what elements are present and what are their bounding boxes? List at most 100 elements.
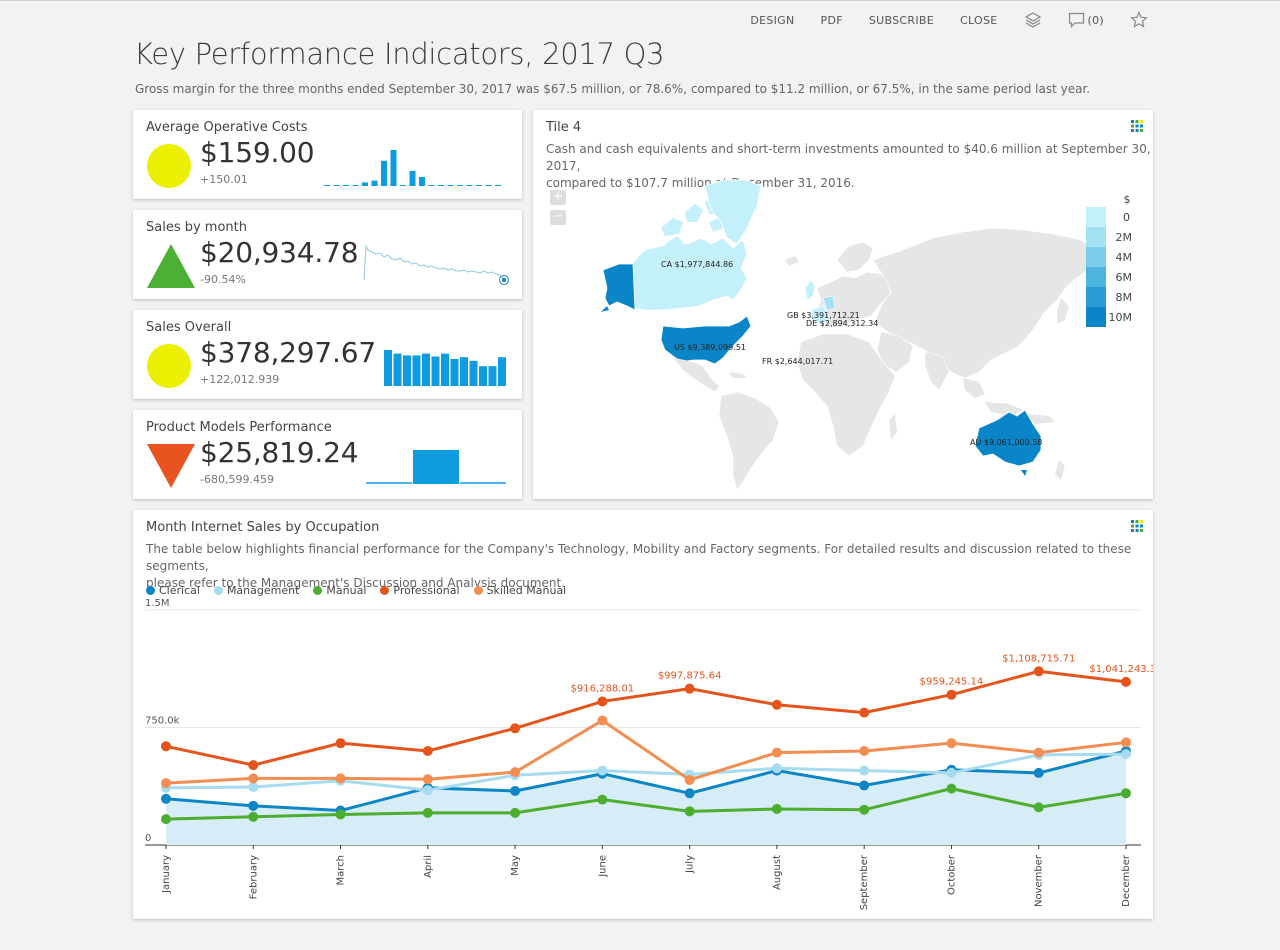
kpi-title: Average Operative Costs — [146, 120, 308, 135]
data-point[interactable] — [597, 765, 608, 776]
data-point[interactable] — [422, 774, 433, 785]
data-point[interactable] — [248, 782, 259, 793]
y-tick-label: 1.5M — [145, 598, 170, 609]
yellow-circle-icon — [147, 344, 191, 388]
map-label-ca: CA $1,977,844.86 — [661, 260, 733, 269]
data-point[interactable] — [335, 773, 346, 784]
legend-item[interactable]: Management — [213, 584, 299, 597]
data-point[interactable] — [597, 696, 608, 707]
data-point[interactable] — [335, 738, 346, 749]
description-line: The table below highlights financial per… — [146, 542, 1132, 573]
kpi-card-sales-overall[interactable]: Sales Overall $378,297.67 +122,012.939 — [133, 310, 522, 399]
data-point[interactable] — [771, 747, 782, 758]
data-point[interactable] — [1121, 676, 1131, 687]
data-point[interactable] — [248, 811, 259, 822]
data-point[interactable] — [422, 746, 433, 756]
layers-icon[interactable] — [1024, 11, 1042, 29]
kpi-card-product-models-performance[interactable]: Product Models Performance $25,819.24 -6… — [133, 410, 522, 499]
x-tick-label: February — [248, 855, 259, 899]
data-point[interactable] — [946, 689, 957, 700]
yellow-circle-icon — [147, 144, 191, 188]
data-point[interactable] — [161, 741, 171, 752]
data-point[interactable] — [946, 767, 957, 778]
data-point[interactable] — [1121, 737, 1131, 748]
data-point[interactable] — [859, 746, 870, 756]
data-point[interactable] — [684, 806, 695, 817]
data-point[interactable] — [597, 715, 608, 726]
data-point[interactable] — [946, 783, 957, 794]
data-point[interactable] — [161, 814, 171, 825]
legend-item[interactable]: Skilled Manual — [473, 584, 566, 597]
data-point[interactable] — [1121, 749, 1131, 760]
data-point[interactable] — [684, 683, 695, 694]
favorite-star-icon[interactable] — [1130, 11, 1148, 29]
data-point[interactable] — [684, 788, 695, 799]
data-point[interactable] — [161, 793, 171, 804]
kpi-value: $20,934.78 — [200, 236, 359, 269]
data-point[interactable] — [1121, 788, 1131, 799]
data-point[interactable] — [859, 707, 870, 718]
page-subtitle: Gross margin for the three months ended … — [135, 82, 1091, 96]
data-label: $916,288.01 — [571, 683, 635, 694]
x-tick-label: March — [336, 855, 347, 885]
design-button[interactable]: DESIGN — [750, 13, 795, 27]
data-point[interactable] — [248, 773, 259, 784]
data-point[interactable] — [946, 738, 957, 749]
data-point[interactable] — [859, 765, 870, 776]
subscribe-button[interactable]: SUBSCRIBE — [868, 13, 934, 27]
data-point[interactable] — [161, 778, 171, 789]
spark-bar — [384, 350, 392, 386]
map-country-australia — [974, 409, 1042, 467]
grid-menu-icon[interactable] — [1131, 120, 1143, 132]
kpi-delta: -680,599.459 — [200, 473, 274, 486]
series-line-professional — [165, 669, 1127, 767]
x-tick-label: May — [510, 855, 521, 876]
comments-button[interactable]: (0) — [1068, 12, 1104, 28]
legend-item[interactable]: Clerical — [146, 584, 200, 597]
data-point[interactable] — [510, 807, 521, 818]
spark-bar — [488, 366, 497, 386]
tile-description: Cash and cash equivalents and short-term… — [546, 141, 1153, 192]
data-point[interactable] — [335, 809, 346, 820]
legend-item[interactable]: Professional — [380, 584, 460, 597]
data-point[interactable] — [422, 807, 433, 818]
map-tile: Tile 4 Cash and cash equivalents and sho… — [533, 110, 1153, 499]
zoom-out-button[interactable]: − — [550, 210, 566, 225]
map-label-us: US $9,389,099.51 — [674, 343, 746, 352]
data-point[interactable] — [1033, 666, 1044, 677]
data-point[interactable] — [1033, 747, 1044, 758]
zoom-in-button[interactable]: + — [550, 190, 566, 205]
spark-bar — [466, 185, 473, 186]
kpi-card-sales-by-month[interactable]: Sales by month $20,934.78 -90.54% — [133, 210, 522, 299]
grid-menu-icon[interactable] — [1131, 520, 1143, 532]
data-point[interactable] — [510, 767, 521, 778]
x-tick-label: July — [685, 855, 696, 874]
data-point[interactable] — [1033, 802, 1044, 813]
series-line-manual — [165, 787, 1127, 821]
spark-bar — [457, 185, 463, 186]
data-point[interactable] — [248, 800, 259, 811]
data-point[interactable] — [248, 760, 259, 771]
kpi-title: Product Models Performance — [146, 420, 332, 435]
data-point[interactable] — [859, 804, 870, 815]
legend-item[interactable]: Manual — [313, 584, 366, 597]
sparkline-bar-chart — [324, 150, 501, 186]
data-point[interactable] — [684, 774, 695, 785]
spark-bar — [324, 185, 330, 186]
kpi-card-average-operative-costs[interactable]: Average Operative Costs $159.00 +150.01 — [133, 110, 522, 199]
legend-label: Professional — [393, 584, 460, 597]
data-label: $997,875.64 — [658, 671, 722, 682]
kpi-delta: +150.01 — [200, 173, 248, 186]
data-point[interactable] — [859, 780, 870, 791]
data-point[interactable] — [771, 699, 782, 710]
data-point[interactable] — [771, 803, 782, 814]
data-point[interactable] — [771, 763, 782, 774]
data-point[interactable] — [1033, 767, 1044, 778]
data-point[interactable] — [510, 785, 521, 796]
pdf-button[interactable]: PDF — [820, 13, 843, 27]
map-label-fr: FR $2,644,017.71 — [762, 357, 833, 366]
close-button[interactable]: CLOSE — [960, 13, 998, 27]
data-point[interactable] — [510, 723, 521, 734]
data-point[interactable] — [422, 785, 433, 796]
data-point[interactable] — [597, 794, 608, 805]
